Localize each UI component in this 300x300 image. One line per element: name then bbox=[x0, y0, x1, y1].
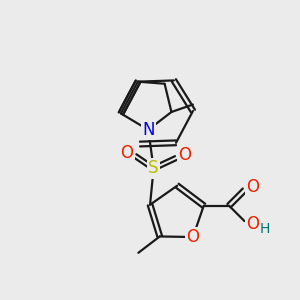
Text: O: O bbox=[186, 228, 200, 246]
Text: O: O bbox=[120, 144, 134, 162]
Text: N: N bbox=[142, 121, 155, 139]
Text: S: S bbox=[148, 159, 159, 177]
Text: O: O bbox=[178, 146, 191, 164]
Text: H: H bbox=[260, 222, 271, 236]
Text: O: O bbox=[246, 178, 259, 196]
Text: O: O bbox=[246, 215, 259, 233]
